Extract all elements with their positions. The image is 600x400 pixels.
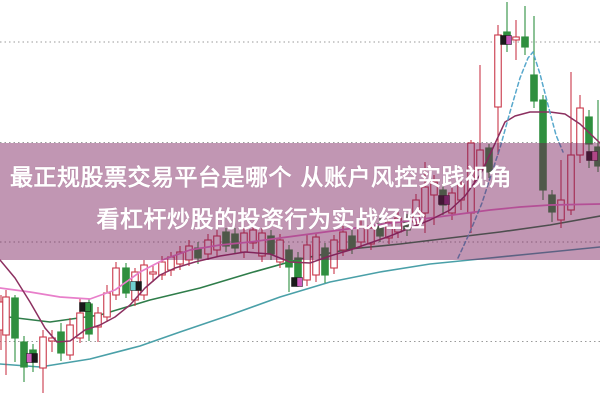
candle-body-down — [294, 257, 302, 281]
candle-body-up — [112, 267, 120, 296]
signal-marker-icon — [591, 151, 598, 161]
candle-body-down — [321, 247, 329, 276]
ma-maroon — [0, 111, 600, 343]
candle-body-up — [557, 199, 565, 221]
candle-body-up — [103, 292, 111, 318]
ma-pink — [0, 203, 600, 300]
headline-banner: 最正规股票交易平台是哪个 从账户风控实践视角 看杠杆炒股的投资行为实战经验 — [0, 143, 600, 260]
signal-marker-icon — [31, 353, 38, 363]
signal-marker-icon — [291, 277, 298, 287]
candle-body-down — [585, 116, 593, 145]
signal-marker-icon — [26, 353, 33, 363]
candle-body-up — [367, 227, 375, 245]
signal-marker-icon — [296, 277, 303, 287]
ma-teal — [0, 246, 600, 368]
signal-marker-icon — [135, 281, 142, 291]
candle-body-up — [412, 199, 420, 223]
candle-body-up — [258, 232, 266, 257]
candle-body-up — [276, 239, 284, 263]
candle-body-up — [476, 149, 484, 171]
candle-body-up — [176, 251, 184, 265]
signal-marker-icon — [443, 195, 450, 205]
candle-body-down — [530, 74, 538, 102]
candle-body-up — [185, 245, 193, 261]
candle-body-up — [66, 324, 74, 356]
candle-body-down — [285, 249, 293, 268]
signal-marker-icon — [505, 35, 512, 45]
candle-body-up — [149, 271, 157, 275]
candle-body-down — [521, 36, 529, 48]
candle-body-up — [2, 296, 10, 336]
candle-body-up — [249, 229, 257, 244]
candle-body-up — [158, 261, 166, 276]
signal-marker-icon — [130, 281, 137, 291]
candle-body-up — [421, 186, 429, 214]
candle-body-up — [357, 225, 365, 243]
candle-body-down — [222, 231, 230, 247]
candle-body-up — [567, 154, 575, 211]
candle-body-down — [548, 194, 556, 213]
candle-body-down — [231, 233, 239, 249]
ma-cyan-dashed — [457, 51, 564, 259]
candle-body-up — [494, 34, 502, 108]
candle-body-up — [430, 181, 438, 196]
candle-body-down — [485, 147, 493, 173]
candle-body-up — [385, 221, 393, 239]
headline-line-1: 最正规股票交易平台是哪个 从账户风控实践视角 — [9, 164, 512, 191]
candle-body-up — [140, 264, 148, 296]
candle-body-down — [348, 235, 356, 249]
candle-body-up — [76, 312, 84, 339]
candle-body-down — [539, 99, 547, 191]
candle-body-down — [11, 297, 19, 339]
candle-body-up — [213, 235, 221, 251]
candle-body-up — [339, 231, 347, 251]
signal-marker-icon — [500, 35, 507, 45]
candle-body-up — [39, 336, 47, 369]
candle-body-up — [312, 236, 320, 276]
candle-body-up — [94, 312, 102, 328]
signal-marker-icon — [84, 302, 91, 312]
candle-body-up — [576, 107, 584, 156]
headline-line-2: 看杠杆炒股的投资行为实战经验 — [96, 206, 426, 233]
candle-body-up — [512, 36, 520, 41]
signal-marker-icon — [79, 302, 86, 312]
